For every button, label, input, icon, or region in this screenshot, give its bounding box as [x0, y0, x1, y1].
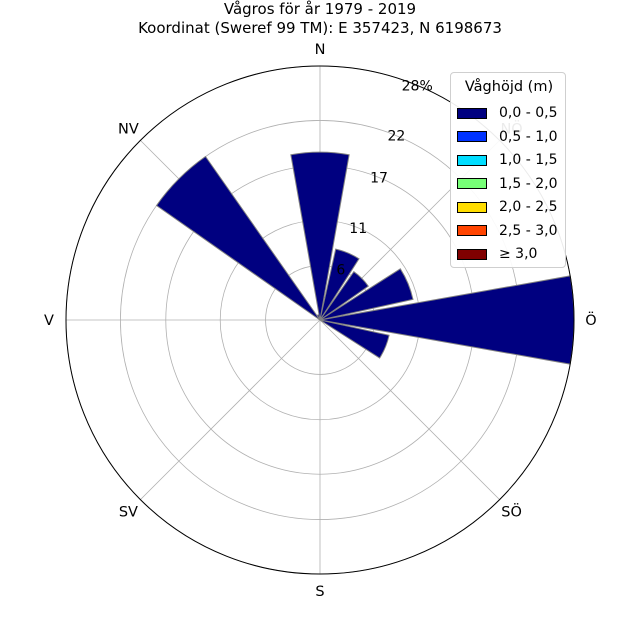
- direction-label: SV: [119, 505, 138, 521]
- wedge-bar: [319, 268, 414, 321]
- wedge-bar: [319, 319, 390, 359]
- angular-grid-line: [319, 319, 500, 500]
- legend-item: 2,0 - 2,5: [457, 198, 557, 216]
- chart-title: Vågros för år 1979 - 2019: [223, 0, 417, 18]
- legend-item: ≥ 3,0: [457, 245, 537, 263]
- legend-swatch: [457, 131, 487, 142]
- wedge-bar: [319, 248, 360, 321]
- wedge-bar: [155, 155, 321, 321]
- legend-item: 1,5 - 2,0: [457, 175, 557, 193]
- radial-tick-label: 6: [336, 263, 345, 279]
- legend-label: 1,5 - 2,0: [499, 175, 558, 192]
- legend-swatch: [457, 201, 487, 213]
- radial-tick-label: 22: [387, 129, 405, 145]
- legend-label: 2,0 - 2,5: [499, 199, 558, 215]
- legend-title: Våghöjd (m): [464, 79, 554, 95]
- direction-label: V: [44, 313, 54, 329]
- legend-label: 0,5 - 1,0: [499, 128, 558, 145]
- angular-grid-line: [140, 319, 321, 500]
- direction-label: S: [315, 584, 324, 600]
- wedge-bar: [316, 314, 321, 321]
- legend-item: 2,5 - 3,0: [457, 222, 557, 240]
- legend-swatch: [457, 178, 487, 189]
- direction-label: N: [315, 42, 326, 58]
- legend: Våghöjd (m) 0,0 - 0,5 0,5 - 1,0 1,0 - 1,5 1…: [450, 72, 566, 268]
- direction-label: NV: [118, 121, 139, 137]
- legend-item: 0,0 - 0,5: [457, 104, 557, 122]
- legend-item: 1,0 - 1,5: [457, 151, 557, 169]
- direction-label: Ö: [585, 311, 596, 329]
- legend-swatch: [457, 225, 487, 236]
- legend-swatch: [457, 248, 487, 260]
- wedge-bar: [290, 151, 350, 321]
- radial-tick-label: 17: [370, 171, 388, 187]
- legend-label: 0,0 - 0,5: [499, 105, 558, 121]
- legend-item: 0,5 - 1,0: [457, 128, 557, 146]
- radial-tick-label: 11: [349, 221, 367, 237]
- legend-swatch: [457, 107, 487, 119]
- polar-frame: [65, 65, 575, 575]
- legend-label: 2,5 - 3,0: [499, 222, 558, 239]
- chart-subtitle: Koordinat (Sweref 99 TM): E 357423, N 61…: [138, 19, 502, 37]
- radial-tick-label: 28%: [402, 78, 433, 94]
- legend-label: 1,0 - 1,5: [499, 152, 558, 168]
- wedge-bar: [319, 271, 369, 321]
- legend-swatch: [457, 154, 487, 166]
- direction-label: SÖ: [501, 503, 522, 521]
- legend-label: ≥ 3,0: [499, 246, 538, 262]
